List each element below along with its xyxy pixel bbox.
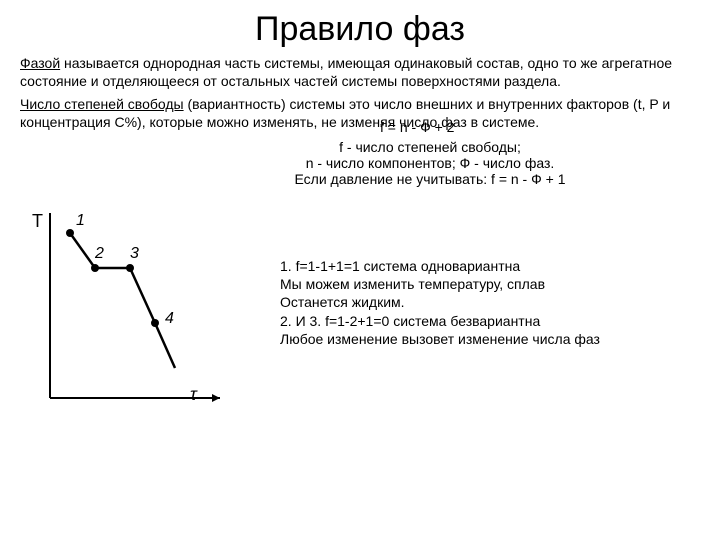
svg-text:τ: τ bbox=[190, 384, 198, 404]
svg-text:2: 2 bbox=[94, 245, 104, 262]
phase-underline: Фазой bbox=[20, 55, 60, 71]
paragraph-phase-def: Фазой называется однородная часть систем… bbox=[20, 55, 700, 90]
phase-def-text: называется однородная часть системы, име… bbox=[20, 55, 672, 89]
svg-text:1: 1 bbox=[76, 212, 85, 229]
note-line-5: Любое изменение вызовет изменение числа … bbox=[280, 330, 700, 348]
page-title: Правило фаз bbox=[20, 10, 700, 49]
example-notes: 1. f=1-1+1=1 система одновариантна Мы мо… bbox=[270, 257, 700, 348]
note-line-3: Останется жидким. bbox=[280, 293, 700, 311]
note-line-1: 1. f=1-1+1=1 система одновариантна bbox=[280, 257, 700, 275]
dof-underline: Число степеней свободы bbox=[20, 96, 184, 112]
note-line-2: Мы можем изменить температуру, сплав bbox=[280, 275, 700, 293]
equation-description: f - число степеней свободы; n - число ко… bbox=[160, 139, 700, 187]
svg-text:4: 4 bbox=[165, 310, 174, 327]
eq-desc-1: f - число степеней свободы; bbox=[160, 139, 700, 155]
svg-text:T: T bbox=[32, 211, 43, 231]
eq-desc-2: n - число компонентов; Ф - число фаз. bbox=[160, 155, 700, 171]
cooling-curve-chart: Tτ 12 3 4 bbox=[20, 203, 270, 418]
equation-main: f = n - Ф + 2 bbox=[380, 119, 700, 135]
svg-text:3: 3 bbox=[130, 245, 139, 262]
eq-desc-3: Если давление не учитывать: f = n - Ф + … bbox=[160, 171, 700, 187]
note-line-4: 2. И 3. f=1-2+1=0 система безвариантна bbox=[280, 312, 700, 330]
